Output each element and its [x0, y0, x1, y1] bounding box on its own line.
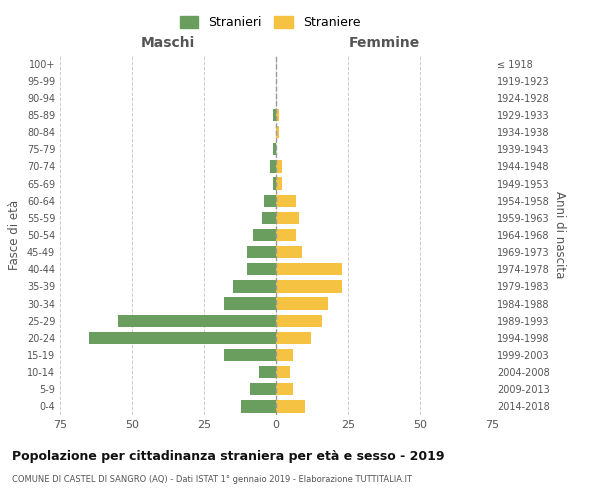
- Bar: [259, 366, 276, 378]
- Bar: [276, 246, 302, 258]
- Legend: Stranieri, Straniere: Stranieri, Straniere: [175, 11, 365, 34]
- Text: Popolazione per cittadinanza straniera per età e sesso - 2019: Popolazione per cittadinanza straniera p…: [12, 450, 445, 463]
- Text: COMUNE DI CASTEL DI SANGRO (AQ) - Dati ISTAT 1° gennaio 2019 - Elaborazione TUTT: COMUNE DI CASTEL DI SANGRO (AQ) - Dati I…: [12, 475, 412, 484]
- Bar: [276, 314, 322, 327]
- Bar: [276, 160, 282, 172]
- Bar: [276, 280, 342, 292]
- Bar: [273, 143, 276, 156]
- Bar: [247, 246, 276, 258]
- Bar: [276, 400, 305, 412]
- Bar: [89, 332, 276, 344]
- Bar: [276, 263, 342, 276]
- Bar: [265, 194, 276, 207]
- Bar: [276, 332, 311, 344]
- Bar: [253, 229, 276, 241]
- Bar: [233, 280, 276, 292]
- Bar: [276, 212, 299, 224]
- Y-axis label: Anni di nascita: Anni di nascita: [553, 192, 566, 278]
- Bar: [276, 229, 296, 241]
- Bar: [273, 178, 276, 190]
- Bar: [270, 160, 276, 172]
- Bar: [276, 194, 296, 207]
- Bar: [250, 383, 276, 396]
- Text: Maschi: Maschi: [141, 36, 195, 50]
- Bar: [247, 263, 276, 276]
- Bar: [276, 109, 279, 121]
- Bar: [276, 366, 290, 378]
- Bar: [276, 178, 282, 190]
- Bar: [262, 212, 276, 224]
- Bar: [224, 298, 276, 310]
- Bar: [276, 126, 279, 138]
- Bar: [273, 109, 276, 121]
- Y-axis label: Fasce di età: Fasce di età: [8, 200, 21, 270]
- Text: Femmine: Femmine: [349, 36, 419, 50]
- Bar: [276, 349, 293, 361]
- Bar: [276, 383, 293, 396]
- Bar: [118, 314, 276, 327]
- Bar: [276, 298, 328, 310]
- Bar: [224, 349, 276, 361]
- Bar: [241, 400, 276, 412]
